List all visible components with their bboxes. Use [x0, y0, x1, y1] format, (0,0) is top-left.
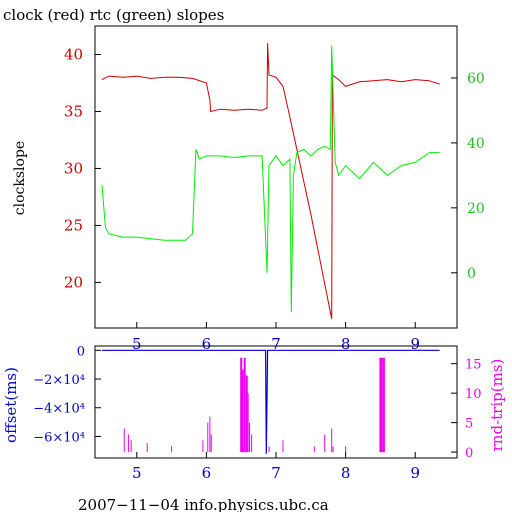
top-plot: 20 25 30 35 40 0 20 40 60 5 6 7 8 9: [64, 25, 485, 353]
x-tick-label: 5: [132, 335, 142, 353]
right-tick-label: 0: [467, 266, 476, 282]
roundtrip-tick-label: 15: [465, 358, 482, 373]
x-tick-label: 6: [202, 335, 212, 353]
x-tick-label: 6: [202, 464, 212, 482]
left-tick-label: 40: [64, 45, 83, 63]
x-tick-label: 7: [271, 335, 281, 353]
x-tick-label: 7: [271, 464, 281, 482]
right-tick-label: 60: [467, 71, 485, 87]
roundtrip-tick-label: 10: [465, 387, 482, 402]
x-tick-label: 8: [341, 335, 351, 353]
clock-series-line: [101, 43, 440, 319]
bottom-plot-frame: [94, 345, 458, 459]
offset-tick-label: −6×10⁴: [33, 430, 85, 445]
y-axis-label: clockslope: [12, 141, 28, 215]
rtc-series-line: [101, 45, 440, 312]
left-tick-label: 30: [64, 159, 83, 177]
offset-tick-label: 0: [77, 344, 85, 359]
offset-tick-label: −4×10⁴: [33, 402, 85, 417]
right-tick-label: 40: [467, 136, 485, 152]
roundtrip-axis-label: rnd-trip(ms): [488, 359, 506, 452]
offset-axis-label: offset(ms): [2, 367, 20, 443]
footer-caption: 2007−11−04 info.physics.ubc.ca: [78, 496, 329, 512]
chart-title: clock (red) rtc (green) slopes: [3, 6, 224, 24]
x-tick-label: 5: [132, 464, 142, 482]
left-tick-label: 25: [64, 216, 83, 234]
offset-series-line: [102, 349, 440, 454]
offset-tick-label: −2×10⁴: [33, 373, 85, 388]
x-tick-label: 8: [341, 464, 351, 482]
left-tick-label: 20: [64, 273, 83, 291]
bottom-plot: 0 −2×10⁴ −4×10⁴ −6×10⁴ 0 5 10 15 5 6 7 8 9: [33, 344, 481, 482]
top-plot-frame: [94, 25, 458, 329]
roundtrip-tick-label: 0: [465, 446, 473, 461]
roundtrip-tick-label: 5: [465, 417, 473, 432]
right-tick-label: 20: [467, 201, 485, 217]
left-tick-label: 35: [64, 102, 83, 120]
x-tick-label: 9: [410, 335, 420, 353]
x-tick-label: 9: [410, 464, 420, 482]
